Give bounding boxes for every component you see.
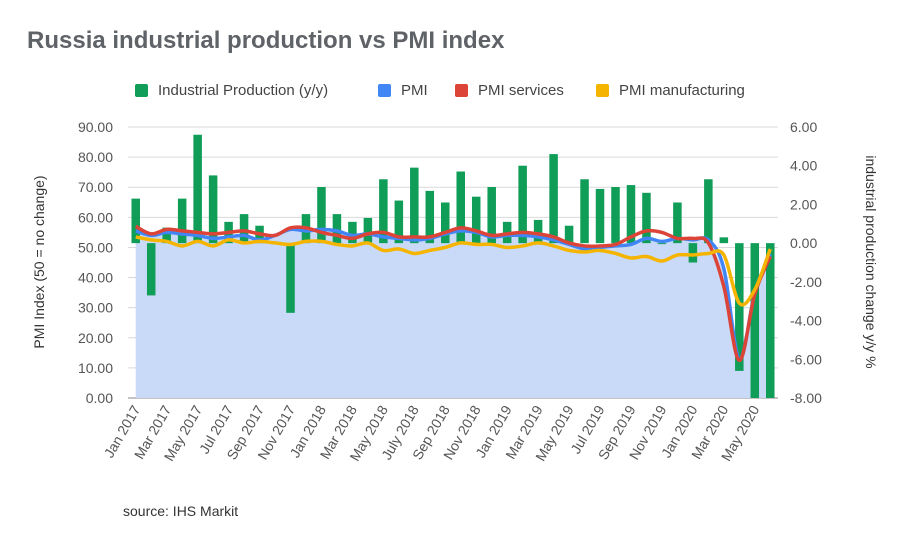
bar-industrial-production bbox=[146, 243, 156, 296]
y-right-tick-label: -8.00 bbox=[790, 390, 822, 406]
bar-industrial-production bbox=[441, 202, 450, 244]
bar-industrial-production bbox=[580, 179, 589, 244]
bar-industrial-production bbox=[533, 219, 543, 244]
y-left-tick-label: 60.00 bbox=[78, 209, 113, 225]
bar-industrial-production bbox=[750, 243, 760, 398]
legend: Industrial Production (y/y) PMI PMI serv… bbox=[0, 80, 900, 100]
bar-industrial-production bbox=[193, 134, 202, 244]
legend-swatch-pmi-services bbox=[455, 83, 468, 97]
y-left-tick-label: 70.00 bbox=[78, 179, 113, 195]
bar-industrial-production bbox=[394, 200, 404, 244]
bar-industrial-production bbox=[456, 171, 465, 244]
bar-industrial-production bbox=[131, 198, 140, 244]
bar-industrial-production bbox=[766, 243, 775, 398]
bar-industrial-production bbox=[673, 202, 682, 244]
bar-industrial-production bbox=[332, 214, 342, 244]
y-right-tick-label: -4.00 bbox=[790, 313, 822, 329]
y-left-tick-label: 20.00 bbox=[78, 330, 113, 346]
bar-industrial-production bbox=[487, 187, 496, 244]
chart-title: Russia industrial production vs PMI inde… bbox=[27, 27, 505, 54]
y-left-tick-label: 90.00 bbox=[78, 119, 113, 135]
y-left-tick-label: 30.00 bbox=[78, 300, 113, 316]
bar-industrial-production bbox=[286, 243, 295, 313]
bar-industrial-production bbox=[642, 192, 651, 244]
legend-item-pmi[interactable]: PMI bbox=[378, 80, 428, 100]
bar-industrial-production bbox=[518, 165, 527, 244]
legend-swatch-industrial-production bbox=[135, 83, 148, 97]
legend-label-pmi-manufacturing: PMI manufacturing bbox=[619, 81, 745, 99]
bar-industrial-production bbox=[317, 187, 326, 244]
bar-industrial-production bbox=[626, 185, 636, 244]
y-right-tick-label: 2.00 bbox=[790, 196, 817, 212]
bar-industrial-production bbox=[177, 198, 187, 244]
bar-industrial-production bbox=[564, 225, 574, 244]
y-left-tick-label: 40.00 bbox=[78, 270, 113, 286]
bar-industrial-production bbox=[657, 243, 667, 245]
y-right-axis-title: industrial production change y/y % bbox=[863, 155, 879, 368]
line-pmi-manufacturing bbox=[135, 235, 772, 307]
bar-industrial-production bbox=[348, 221, 357, 244]
source-note: source: IHS Markit bbox=[123, 503, 239, 519]
y-right-tick-label: 4.00 bbox=[790, 158, 817, 174]
bar-industrial-production bbox=[595, 188, 605, 244]
legend-swatch-pmi bbox=[378, 83, 391, 97]
legend-item-industrial-production[interactable]: Industrial Production (y/y) bbox=[135, 80, 328, 100]
line-pmi bbox=[135, 227, 772, 361]
legend-label-pmi: PMI bbox=[401, 81, 428, 99]
bar-industrial-production bbox=[471, 196, 481, 244]
y-left-tick-label: 80.00 bbox=[78, 149, 113, 165]
bar-industrial-production bbox=[611, 187, 620, 244]
legend-label-pmi-services: PMI services bbox=[478, 81, 564, 99]
bar-industrial-production bbox=[363, 217, 373, 244]
bar-industrial-production bbox=[162, 227, 171, 244]
bar-industrial-production bbox=[735, 243, 744, 371]
bar-industrial-production bbox=[704, 179, 713, 244]
y-left-tick-label: 0.00 bbox=[86, 390, 113, 406]
legend-label-industrial-production: Industrial Production (y/y) bbox=[158, 81, 329, 99]
bar-industrial-production bbox=[239, 214, 249, 244]
bar-industrial-production bbox=[379, 179, 388, 244]
bar-industrial-production bbox=[208, 175, 218, 244]
bar-industrial-production bbox=[688, 243, 698, 263]
line-pmi-services bbox=[134, 224, 772, 363]
y-right-tick-label: -2.00 bbox=[790, 274, 822, 290]
bar-industrial-production bbox=[425, 190, 435, 244]
legend-item-pmi-manufacturing[interactable]: PMI manufacturing bbox=[596, 80, 745, 100]
y-left-tick-label: 50.00 bbox=[78, 239, 113, 255]
y-left-tick-label: 10.00 bbox=[78, 360, 113, 376]
y-right-tick-label: 0.00 bbox=[790, 235, 817, 251]
legend-item-pmi-services[interactable]: PMI services bbox=[455, 80, 564, 100]
bar-industrial-production bbox=[719, 237, 729, 244]
y-right-tick-label: 6.00 bbox=[790, 119, 817, 135]
bar-industrial-production bbox=[410, 167, 419, 244]
legend-swatch-pmi-manufacturing bbox=[596, 83, 609, 97]
y-right-tick-label: -6.00 bbox=[790, 351, 822, 367]
bar-industrial-production bbox=[549, 154, 558, 244]
y-left-axis-title: PMI Index (50 = no change) bbox=[31, 175, 47, 348]
